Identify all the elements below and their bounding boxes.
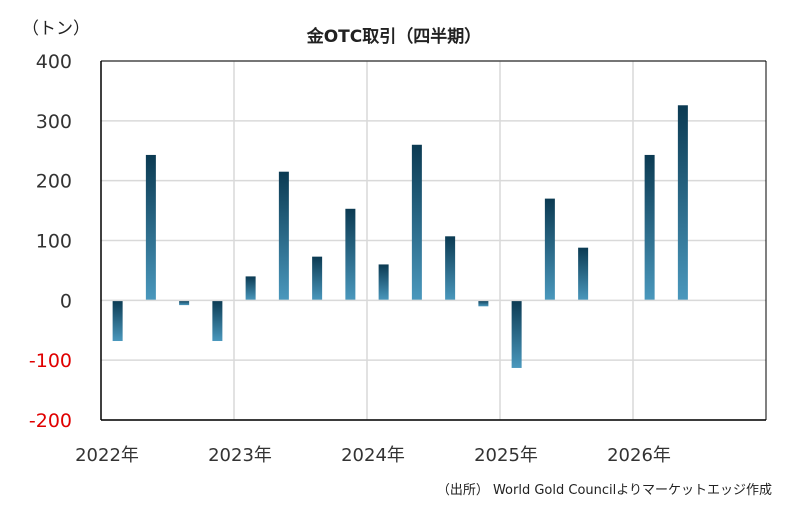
- bar-2023Q2: [278, 171, 289, 301]
- axes: [100, 60, 767, 421]
- x-year-label: 2024年: [341, 445, 405, 466]
- y-tick-label: 300: [36, 111, 72, 133]
- bar-2025Q1: [511, 300, 522, 368]
- x-year-label: 2026年: [607, 445, 671, 466]
- y-axis-unit-label: （トン）: [22, 19, 90, 39]
- bar-2022Q4: [212, 300, 223, 342]
- bar-2026Q2: [677, 105, 688, 301]
- bar-2024Q1: [378, 264, 389, 301]
- bar-2022Q2: [145, 154, 156, 301]
- y-tick-label: 400: [36, 51, 72, 73]
- x-year-label: 2025年: [474, 445, 538, 466]
- grid-lines: [101, 60, 766, 421]
- y-tick-label: 100: [36, 231, 72, 253]
- bar-2024Q3: [445, 236, 456, 301]
- bar-2026Q1: [644, 154, 655, 301]
- x-year-label: 2023年: [208, 445, 272, 466]
- bar-2025Q2: [544, 198, 555, 301]
- bar-2023Q4: [345, 208, 356, 301]
- bar-2023Q1: [245, 276, 256, 301]
- chart-title: 金OTC取引（四半期）: [306, 27, 482, 47]
- bar-2023Q3: [312, 256, 323, 301]
- bar-2022Q1: [112, 300, 123, 342]
- bars: [112, 105, 688, 368]
- source-note: （出所） World Gold Councilよりマーケットエッジ作成: [436, 483, 772, 498]
- bar-2024Q2: [411, 144, 422, 301]
- y-tick-label: -200: [29, 410, 72, 432]
- x-year-label: 2022年: [75, 445, 139, 466]
- y-tick-label: 0: [60, 290, 72, 312]
- y-tick-label: 200: [36, 171, 72, 193]
- bar-2025Q3: [578, 247, 589, 301]
- y-tick-label: -100: [29, 350, 72, 372]
- bar-2022Q3: [179, 300, 190, 306]
- bar-2024Q4: [478, 300, 489, 307]
